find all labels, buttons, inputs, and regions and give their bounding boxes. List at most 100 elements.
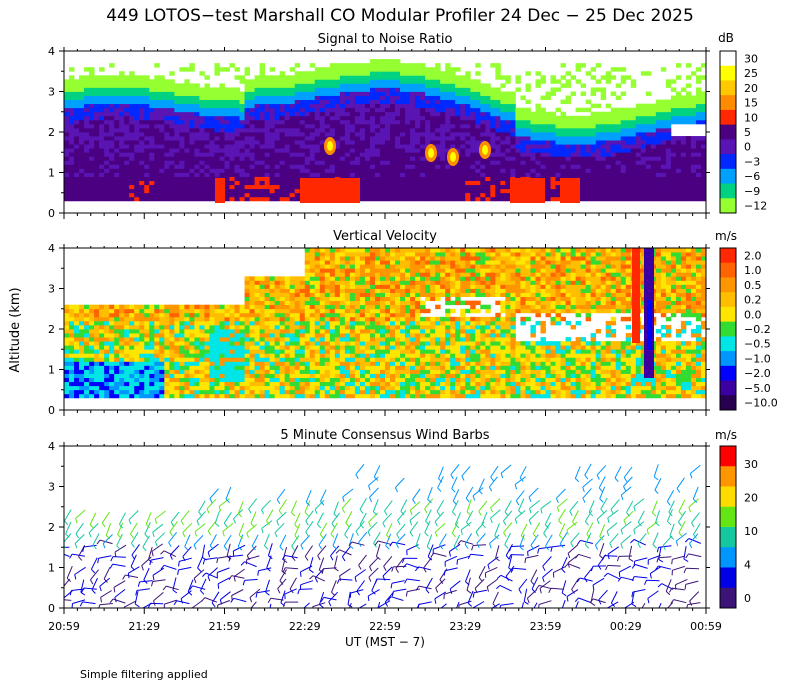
snr-cell [119, 172, 125, 177]
snr-cell [440, 148, 446, 153]
snr-cell [625, 164, 632, 169]
snr-cell [209, 180, 215, 186]
snr-cell [139, 176, 145, 181]
vv-cell [104, 329, 110, 334]
vv-cell [249, 353, 255, 358]
snr-cell [304, 160, 311, 165]
snr-cell [184, 132, 190, 137]
snr-cell [610, 148, 617, 153]
snr-cell [169, 184, 175, 190]
snr-cell [249, 168, 255, 173]
snr-cell [595, 164, 602, 169]
snr-cell [379, 176, 386, 181]
snr-cell [630, 140, 637, 145]
snr-cell [405, 123, 411, 129]
snr-cell [264, 127, 271, 133]
snr-cell [405, 127, 411, 133]
snr-cell [390, 184, 396, 190]
snr-cell [279, 132, 286, 137]
snr-cell [354, 63, 361, 68]
snr-cell [415, 192, 421, 198]
vv-cell [269, 304, 276, 310]
snr-cell [555, 168, 561, 173]
vv-cell [94, 337, 100, 342]
vv-cell [254, 369, 261, 374]
snr-cell [495, 91, 501, 96]
vv-cell [254, 393, 261, 399]
snr-cell [505, 148, 511, 153]
vv-cell [204, 337, 210, 342]
snr-cell [349, 115, 356, 121]
snr-cell [385, 144, 391, 149]
snr-cell [385, 119, 391, 125]
vv-cell [164, 353, 170, 358]
snr-cell [615, 156, 622, 161]
vv-cell [164, 381, 170, 387]
vv-cell [159, 329, 165, 334]
vv-cell [179, 345, 185, 350]
snr-cell [485, 192, 491, 198]
vv-cell [104, 377, 110, 383]
snr-cell [174, 152, 180, 157]
snr-cell [615, 67, 622, 72]
vv-cell [104, 345, 110, 350]
snr-cell [660, 67, 667, 72]
snr-cell [69, 152, 75, 157]
snr-cell [84, 160, 90, 165]
vv-cell [264, 353, 271, 358]
snr-cell [89, 75, 95, 80]
snr-cell [229, 140, 235, 145]
snr-cell [114, 188, 120, 194]
snr-cell [575, 132, 582, 137]
snr-cell [379, 103, 386, 109]
snr-cell [289, 156, 296, 161]
snr-cell [660, 111, 667, 117]
vv-cell [244, 288, 250, 293]
vv-cell [259, 389, 266, 395]
snr-cell [625, 107, 632, 113]
vv-cell [194, 333, 200, 338]
snr-cell [445, 119, 451, 125]
snr-cell [144, 95, 150, 100]
vv-cell [254, 288, 261, 293]
vv-cell [79, 369, 85, 374]
snr-cell [565, 168, 571, 173]
snr-cell [405, 107, 411, 113]
snr-cell [284, 75, 291, 80]
vv-cell [199, 377, 205, 383]
vv-cell [249, 357, 255, 362]
snr-cell [550, 168, 556, 173]
snr-cell [284, 168, 291, 173]
snr-cell [349, 79, 356, 84]
vv-cell [169, 373, 175, 378]
snr-cell [369, 123, 376, 129]
snr-cell [500, 107, 506, 113]
snr-cell [269, 119, 276, 125]
snr-cell [475, 79, 481, 84]
snr-cell [495, 95, 501, 100]
vv-cell [144, 312, 150, 318]
snr-cell [64, 132, 70, 137]
snr-cell [395, 107, 401, 113]
snr-cell [430, 176, 436, 181]
vv-cell [209, 329, 215, 334]
snr-cell [129, 184, 135, 190]
vv-cell [234, 393, 240, 399]
vv-cell [94, 312, 100, 318]
snr-cell [420, 79, 426, 84]
snr-cell [304, 172, 311, 177]
snr-cell [505, 107, 511, 113]
snr-cell [605, 132, 612, 137]
snr-cell [680, 192, 687, 198]
snr-cell [560, 140, 566, 145]
snr-cell [630, 188, 637, 194]
vv-cell [109, 324, 115, 330]
snr-cell [254, 180, 261, 186]
snr-cell [395, 184, 401, 190]
snr-cell [224, 107, 230, 113]
snr-cell [189, 144, 195, 149]
snr-cell [199, 148, 205, 153]
snr-cell [660, 152, 667, 157]
vv-cell [139, 329, 145, 334]
snr-cell [605, 156, 612, 161]
